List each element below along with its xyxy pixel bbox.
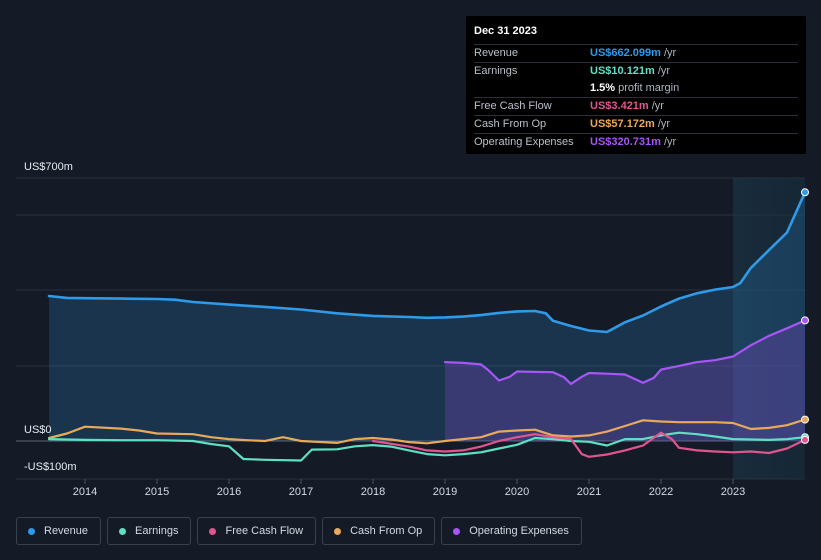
tooltip-row-earnings: Earnings US$10.121m /yr xyxy=(474,62,798,80)
x-tick-label: 2022 xyxy=(649,486,673,498)
legend-dot-icon xyxy=(119,527,127,535)
x-tick-label: 2019 xyxy=(433,486,457,498)
tooltip-unit: profit margin xyxy=(618,82,680,94)
free-cash-flow-line xyxy=(371,431,807,458)
tooltip-label xyxy=(474,80,590,97)
revenue-area xyxy=(49,192,805,441)
x-tick-label: 2020 xyxy=(505,486,529,498)
tooltip-value: US$10.121m xyxy=(590,65,655,77)
cash-from-op-line xyxy=(47,418,807,445)
tooltip-value: US$320.731m xyxy=(590,136,661,148)
tooltip-label: Free Cash Flow xyxy=(474,100,552,112)
legend-label: Operating Expenses xyxy=(469,525,569,537)
legend-item-earnings[interactable]: Earnings xyxy=(107,517,192,545)
tooltip-unit: /yr xyxy=(657,65,671,77)
legend-label: Earnings xyxy=(135,525,179,537)
legend-dot-icon xyxy=(334,527,342,535)
series-areas xyxy=(49,192,805,441)
tooltip-panel: Dec 31 2023 Revenue US$662.099m /yr Earn… xyxy=(466,16,806,154)
tooltip-value: US$662.099m xyxy=(590,47,661,59)
tooltip-unit: /yr xyxy=(657,118,671,130)
series-end-dots xyxy=(801,188,809,444)
free-cash-flow-end-dot xyxy=(801,435,809,444)
tooltip-value: US$3.421m xyxy=(590,100,649,112)
earnings-line xyxy=(47,431,807,462)
legend-label: Cash From Op xyxy=(350,525,423,537)
legend-label: Free Cash Flow xyxy=(225,525,304,537)
tooltip-label: Operating Expenses xyxy=(474,136,574,148)
tooltip-row-cash-from-op: Cash From Op US$57.172m /yr xyxy=(474,115,798,133)
legend-item-free-cash-flow[interactable]: Free Cash Flow xyxy=(197,517,317,545)
chart-legend: Revenue Earnings Free Cash Flow Cash Fro… xyxy=(16,517,582,545)
cash-from-op-end-dot xyxy=(801,415,809,424)
legend-dot-icon xyxy=(209,527,217,535)
x-tick-label: 2017 xyxy=(289,486,313,498)
y-axis-label: US$0 xyxy=(24,424,52,436)
x-tick-label: 2018 xyxy=(361,486,385,498)
tooltip-unit: /yr xyxy=(663,136,677,148)
x-axis-ticks: 2014 2015 2016 2017 2018 2019 2020 2021 2022 2023 xyxy=(73,479,745,498)
tooltip-row-profit-margin: 1.5% profit margin xyxy=(474,80,798,97)
legend-dot-icon xyxy=(28,527,35,535)
legend-label: Revenue xyxy=(44,525,89,537)
operating-expenses-end-dot xyxy=(801,316,809,325)
tooltip-row-operating-expenses: Operating Expenses US$320.731m /yr xyxy=(474,133,798,151)
legend-item-cash-from-op[interactable]: Cash From Op xyxy=(322,517,436,545)
operating-expenses-line xyxy=(443,319,807,385)
x-tick-label: 2016 xyxy=(217,486,241,498)
x-tick-label: 2023 xyxy=(721,486,745,498)
x-tick-label: 2021 xyxy=(577,486,601,498)
y-axis-label: US$700m xyxy=(24,161,73,173)
operating-expenses-area xyxy=(445,320,805,441)
tooltip-row-free-cash-flow: Free Cash Flow US$3.421m /yr xyxy=(474,97,798,115)
tooltip-label: Cash From Op xyxy=(474,118,547,130)
legend-item-revenue[interactable]: Revenue xyxy=(16,517,102,545)
tooltip-row-revenue: Revenue US$662.099m /yr xyxy=(474,44,798,62)
revenue-line xyxy=(47,191,807,334)
tooltip-value: US$57.172m xyxy=(590,118,655,130)
tooltip-label: Revenue xyxy=(474,47,519,59)
tooltip-unit: /yr xyxy=(663,47,677,59)
legend-item-operating-expenses[interactable]: Operating Expenses xyxy=(441,517,582,545)
x-tick-label: 2014 xyxy=(73,486,97,498)
tooltip-label: Earnings xyxy=(474,65,518,77)
tooltip-unit: /yr xyxy=(651,100,664,112)
series-lines xyxy=(47,191,807,462)
y-axis-labels: US$700m US$0 -US$100m xyxy=(24,161,77,473)
tooltip-date: Dec 31 2023 xyxy=(474,25,537,37)
x-tick-label: 2015 xyxy=(145,486,169,498)
revenue-end-dot xyxy=(801,188,809,197)
tooltip-value: 1.5% xyxy=(590,82,616,94)
y-axis-label: -US$100m xyxy=(24,461,77,473)
legend-dot-icon xyxy=(453,527,461,535)
